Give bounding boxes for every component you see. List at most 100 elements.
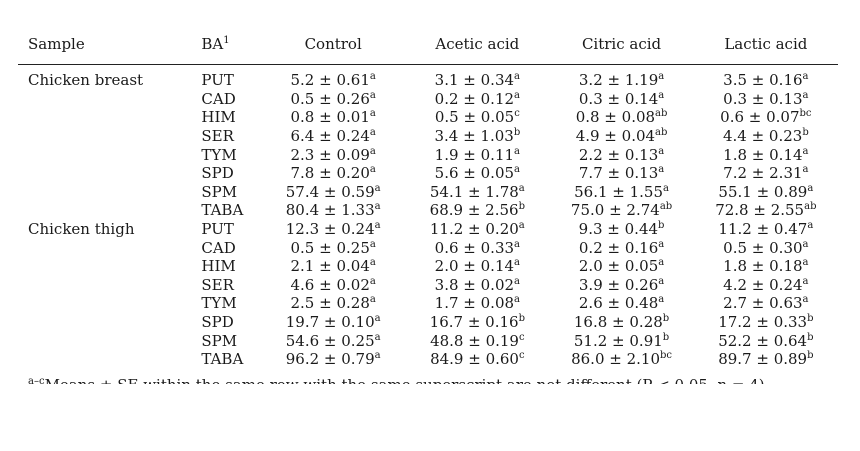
value-cell: 4.2 ± 0.24a [694, 276, 838, 295]
ba-cell: TYM [201, 145, 237, 164]
value-superscript: a [658, 164, 665, 176]
value-superscript: a [369, 257, 376, 269]
value-superscript: b [513, 127, 521, 139]
table-row: TYM 2.5 ± 0.28a 1.7 ± 0.08a 2.6 ± 0.48a 2.7 … [18, 294, 838, 313]
sample-cell [18, 183, 177, 202]
header-row: Sample BA1 Control Acetic acid Citric ac… [18, 24, 838, 65]
table-row: HIM 0.8 ± 0.01a 0.5 ± 0.05c 0.8 ± 0.08ab 0.6… [18, 108, 838, 127]
ba-cell: SPM [201, 331, 238, 350]
value-superscript: a [369, 294, 376, 306]
value-superscript: a [369, 89, 376, 101]
value-cell: 0.2 ± 0.12a [405, 90, 549, 109]
value-superscript: a [514, 294, 520, 306]
value-superscript: b [518, 313, 525, 325]
value-cell: 1.7 ± 0.08a [405, 294, 549, 313]
value-cell: 0.3 ± 0.13a [694, 90, 838, 109]
ba-cell: CAD [201, 238, 236, 257]
value-cell: 3.2 ± 1.19a [549, 65, 693, 90]
value-superscript: a [514, 164, 520, 176]
value-cell: 56.1 ± 1.55a [549, 183, 693, 202]
value-cell: 7.2 ± 2.31a [694, 164, 838, 183]
value-superscript: a [663, 182, 669, 194]
value-text: 96.2 ± 0.79 [285, 350, 375, 369]
value-text: 2.0 ± 0.14 [434, 257, 515, 276]
value-cell: 2.0 ± 0.05a [549, 257, 693, 276]
table-row: SER 4.6 ± 0.02a 3.8 ± 0.02a 3.9 ± 0.26a 4.2 … [18, 276, 838, 295]
value-text: 57.4 ± 0.59 [285, 182, 375, 201]
value-superscript: ab [659, 201, 673, 213]
value-superscript: bc [799, 108, 812, 120]
value-cell: 0.5 ± 0.26a [261, 90, 405, 109]
sample-cell [18, 331, 177, 350]
value-cell: 2.0 ± 0.14a [405, 257, 549, 276]
value-cell: 1.9 ± 0.11a [405, 145, 549, 164]
table-row: SPM 57.4 ± 0.59a 54.1 ± 1.78a 56.1 ± 1.55a 5… [18, 183, 838, 202]
value-cell: 19.7 ± 0.10a [261, 313, 405, 332]
value-superscript: a [658, 294, 665, 306]
value-text: 68.9 ± 2.56 [429, 201, 519, 220]
value-text: 7.8 ± 0.20 [290, 164, 370, 183]
value-text: 0.2 ± 0.12 [434, 89, 515, 108]
ba-cell: TABA [201, 201, 244, 220]
value-text: 75.0 ± 2.74 [570, 201, 660, 220]
value-text: 0.2 ± 0.16 [578, 238, 659, 257]
value-superscript: b [518, 201, 525, 213]
value-cell: 57.4 ± 0.59a [261, 183, 405, 202]
value-cell: 1.8 ± 0.14a [694, 145, 838, 164]
table-row: Chicken breast PUT 5.2 ± 0.61a 3.1 ± 0.34a 3… [18, 65, 838, 90]
value-text: 3.2 ± 1.19 [578, 71, 659, 90]
value-cell: 0.5 ± 0.30a [694, 238, 838, 257]
value-text: 72.8 ± 2.55 [715, 201, 805, 220]
value-superscript: a [658, 257, 665, 269]
table-row: TABA 80.4 ± 1.33a 68.9 ± 2.56b 75.0 ± 2.74a… [18, 201, 838, 220]
header-acetic: Acetic acid [405, 24, 550, 65]
value-superscript: b [807, 350, 814, 362]
value-cell: 89.7 ± 0.89b [694, 350, 838, 371]
value-text: 1.9 ± 0.11 [434, 145, 515, 164]
ba-cell: TABA [201, 350, 244, 369]
value-text: 80.4 ± 1.33 [285, 201, 375, 220]
value-cell: 2.7 ± 0.63a [694, 294, 838, 313]
value-text: 0.5 ± 0.25 [290, 238, 370, 257]
value-superscript: bc [660, 350, 673, 362]
value-text: 11.2 ± 0.47 [718, 220, 808, 239]
value-cell: 3.1 ± 0.34a [405, 65, 549, 90]
header-ba-sup: 1 [223, 35, 230, 46]
value-text: 3.4 ± 1.03 [434, 127, 514, 146]
value-text: 0.8 ± 0.01 [290, 108, 370, 127]
value-cell: 7.8 ± 0.20a [261, 164, 405, 183]
header-ba: BA1 [177, 24, 262, 65]
value-text: 2.7 ± 0.63 [723, 294, 803, 313]
value-cell: 16.8 ± 0.28b [549, 313, 693, 332]
value-text: 1.7 ± 0.08 [434, 294, 515, 313]
value-superscript: a [802, 89, 809, 101]
table-row: HIM 2.1 ± 0.04a 2.0 ± 0.14a 2.0 ± 0.05a 1.8 … [18, 257, 838, 276]
value-superscript: a [807, 182, 814, 194]
value-text: 86.0 ± 2.10 [571, 350, 660, 369]
value-cell: 2.1 ± 0.04a [261, 257, 405, 276]
sample-cell [18, 257, 177, 276]
ba-cell: SPM [201, 182, 238, 201]
value-text: 2.0 ± 0.05 [578, 257, 659, 276]
value-text: 9.3 ± 0.44 [578, 220, 659, 239]
value-text: 84.9 ± 0.60 [430, 350, 519, 369]
value-cell: 0.5 ± 0.25a [261, 238, 405, 257]
value-superscript: c [518, 350, 525, 362]
value-text: 54.1 ± 1.78 [429, 182, 519, 201]
value-text: 2.1 ± 0.04 [290, 257, 370, 276]
value-text: 6.4 ± 0.24 [290, 127, 370, 146]
value-cell: 0.3 ± 0.14a [549, 90, 693, 109]
ba-cell: HIM [201, 108, 236, 127]
value-superscript: a [514, 89, 520, 101]
value-text: 17.2 ± 0.33 [718, 313, 808, 332]
value-superscript: a [369, 127, 376, 139]
value-cell: 84.9 ± 0.60c [405, 350, 549, 371]
sample-cell [18, 164, 177, 183]
value-cell: 4.9 ± 0.04ab [549, 127, 693, 146]
value-cell: 5.2 ± 0.61a [261, 65, 405, 90]
value-cell: 54.6 ± 0.25a [261, 331, 405, 350]
header-ba-label: BA [201, 35, 224, 53]
value-text: 5.6 ± 0.05 [434, 164, 515, 183]
data-table-container: Sample BA1 Control Acetic acid Citric ac… [18, 24, 838, 371]
